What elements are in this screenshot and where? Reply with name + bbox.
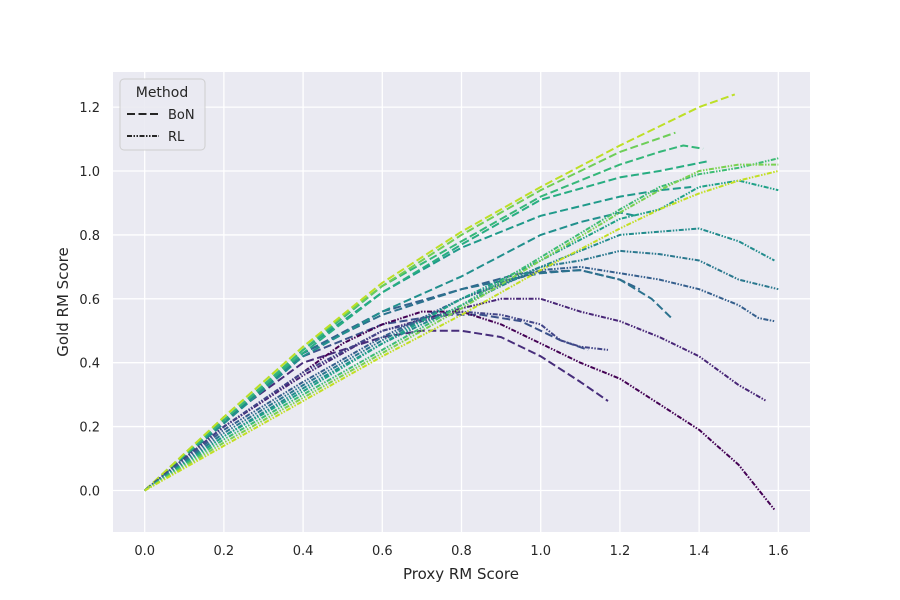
- series-line-bon-8: [144, 131, 676, 492]
- series-line-rl-19: [144, 170, 779, 492]
- legend-box: [119, 78, 206, 151]
- series-line-rl-14: [144, 249, 779, 492]
- series-line-rl-18: [144, 163, 779, 492]
- y-tick-labels: 0.0 0.2 0.4 0.6 0.8 1.0 1.2: [79, 101, 100, 499]
- y-tick-label: 1.2: [79, 101, 100, 116]
- x-axis-label: Proxy RM Score: [403, 565, 519, 583]
- x-tick-label: 1.6: [768, 544, 789, 559]
- series-line-bon-9: [144, 93, 736, 492]
- x-tick-labels: 0.0 0.2 0.4 0.6 0.8 1.0 1.2 1.4 1.6: [134, 544, 788, 559]
- y-tick-label: 0.8: [79, 229, 100, 244]
- grid: [113, 72, 810, 532]
- series-line-bon-4: [144, 211, 636, 492]
- series-line-bon-0: [144, 329, 609, 492]
- series-line-rl-13: [144, 265, 775, 492]
- y-axis-label: Gold RM Score: [54, 247, 72, 356]
- y-tick-label: 0.2: [79, 421, 100, 436]
- x-tick-label: 0.0: [134, 544, 155, 559]
- x-tick-label: 0.4: [293, 544, 314, 559]
- y-tick-label: 0.0: [79, 484, 100, 499]
- y-tick-label: 0.4: [79, 357, 100, 372]
- y-tick-label: 0.6: [79, 293, 100, 308]
- y-tick-label: 1.0: [79, 165, 100, 180]
- series-line-bon-7: [144, 144, 704, 492]
- legend: Method BoN RL: [119, 78, 206, 151]
- series-line-rl-10: [144, 310, 776, 511]
- x-tick-label: 1.4: [689, 544, 710, 559]
- series-line-rl-17: [144, 157, 779, 492]
- x-tick-label: 1.2: [610, 544, 631, 559]
- x-tick-label: 0.8: [451, 544, 472, 559]
- series-lines: [144, 93, 779, 511]
- legend-label-rl: RL: [168, 130, 185, 145]
- series-line-rl-16: [144, 179, 779, 492]
- legend-title: Method: [136, 85, 189, 101]
- legend-label-bon: BoN: [168, 108, 195, 123]
- x-tick-label: 0.2: [214, 544, 235, 559]
- x-tick-label: 0.6: [372, 544, 393, 559]
- x-tick-label: 1.0: [530, 544, 551, 559]
- series-line-rl-12: [144, 310, 609, 492]
